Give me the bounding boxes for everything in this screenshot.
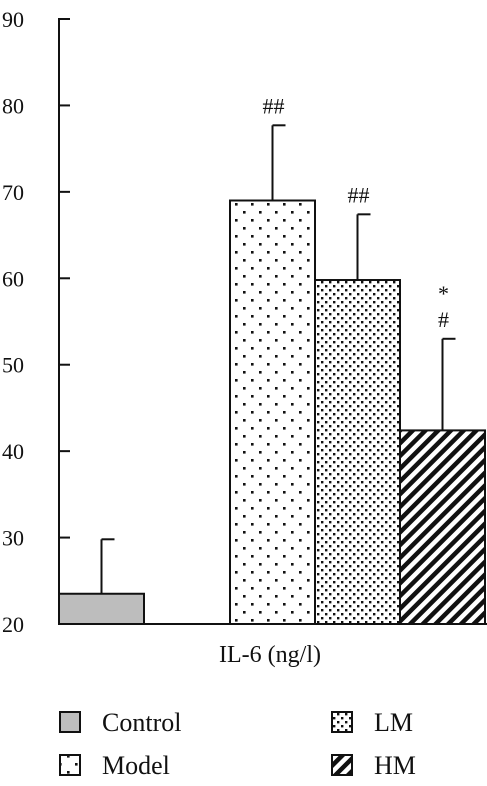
significance-mark-hm: # (438, 307, 449, 332)
bar-model (229, 199, 316, 625)
y-tick-label: 60 (2, 266, 24, 291)
bars (58, 124, 486, 625)
y-tick-label: 90 (2, 7, 24, 32)
legend-swatch-lm (331, 711, 353, 733)
y-tick-label: 70 (2, 180, 24, 205)
y-tick-label: 20 (2, 612, 24, 637)
legend-label-control: Control (102, 708, 181, 737)
x-axis-label: IL-6 (ng/l) (219, 642, 321, 668)
legend-swatch-control (59, 711, 81, 733)
legend-label-lm: LM (374, 708, 413, 737)
legend-swatch-model (59, 754, 81, 776)
significance-mark-lm: ## (348, 182, 370, 207)
bar-hm (399, 429, 486, 625)
y-tick-label: 30 (2, 526, 24, 551)
significance-mark-model: ## (263, 93, 285, 118)
bar-control (58, 592, 145, 625)
legend-swatch-hm (331, 754, 353, 776)
y-tick-label: 50 (2, 353, 24, 378)
y-tick-label: 80 (2, 93, 24, 118)
significance-mark-hm: * (438, 281, 449, 306)
legend: Control Model LM HM (59, 708, 416, 780)
bar-lm (314, 279, 401, 625)
significance-marks: ## ## *# (263, 93, 450, 331)
y-tick-label: 40 (2, 439, 24, 464)
legend-label-model: Model (102, 751, 170, 780)
legend-label-hm: HM (374, 751, 416, 780)
